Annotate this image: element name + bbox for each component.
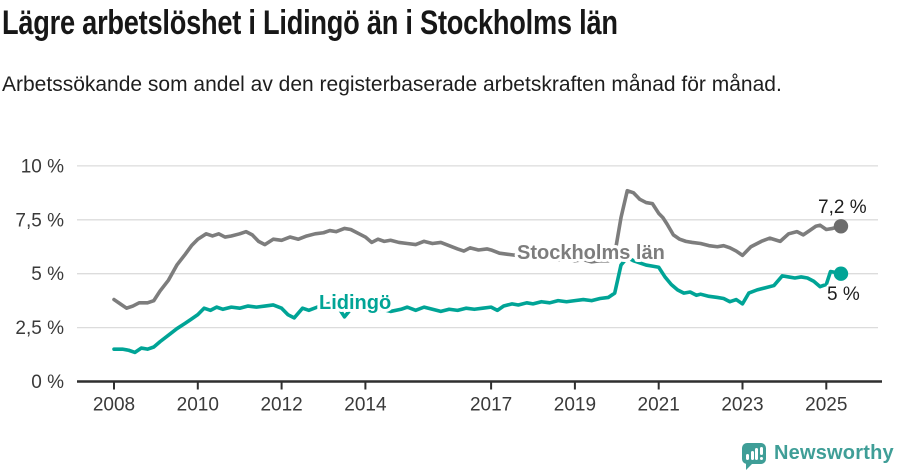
speech-bubble-tail	[746, 463, 753, 470]
x-tick-label: 2019	[554, 395, 596, 416]
newsworthy-logo-text: Newsworthy	[774, 442, 894, 464]
x-tick-label: 2014	[344, 395, 387, 416]
y-tick-label: 0 %	[31, 372, 64, 393]
newsworthy-logo-icon	[742, 443, 766, 470]
logo-bar-icon	[755, 448, 758, 460]
y-tick-label: 7,5 %	[15, 210, 64, 231]
x-tick-label: 2008	[93, 395, 135, 416]
series-end-dot-liding-	[833, 266, 849, 281]
series-end-dot-stockholms-l-n	[833, 219, 849, 234]
logo-exclamation-icon	[759, 447, 763, 455]
x-tick-label: 2025	[805, 395, 847, 416]
series-label-stockholms-l-n: Stockholms län	[517, 242, 665, 264]
y-tick-label: 2,5 %	[15, 318, 64, 339]
series-end-value-stockholms-l-n: 7,2 %	[818, 197, 867, 218]
x-tick-label: 2023	[721, 395, 763, 416]
x-tick-label: 2012	[260, 395, 302, 416]
series-line-liding-	[112, 255, 843, 355]
chart-subtitle: Arbetssökande som andel av den registerb…	[2, 73, 782, 96]
y-tick-label: 10 %	[21, 156, 64, 177]
newsworthy-logo[interactable]: Newsworthy	[742, 442, 894, 470]
logo-exclamation-dot-icon	[759, 457, 763, 460]
series-label-liding-: Lidingö	[319, 292, 391, 314]
series-end-value-liding-: 5 %	[827, 284, 860, 305]
logo-bar-icon	[746, 454, 749, 460]
logo-bar-icon	[750, 451, 754, 460]
x-tick-label: 2021	[638, 395, 680, 416]
x-tick-label: 2010	[177, 395, 219, 416]
series-line-stockholms-l-n	[112, 188, 843, 310]
y-tick-label: 5 %	[31, 264, 64, 285]
x-tick-label: 2017	[470, 395, 512, 416]
chart-title: Lägre arbetslöshet i Lidingö än i Stockh…	[2, 4, 618, 42]
